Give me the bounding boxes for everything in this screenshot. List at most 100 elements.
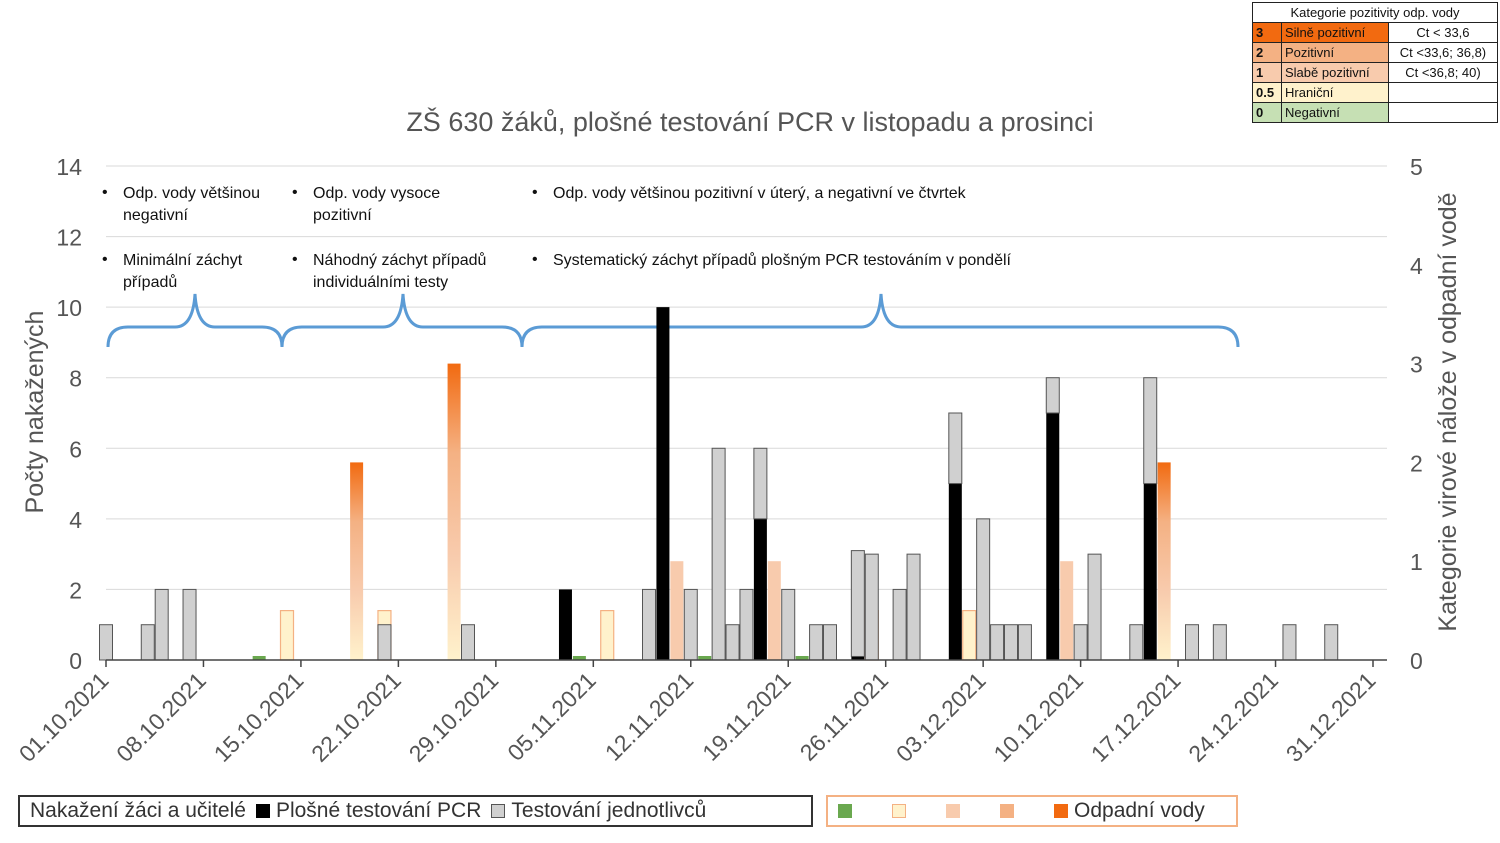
y-tick-label: 4 [69,507,82,533]
individual-bar [1143,377,1158,485]
brace-period-3 [520,293,1240,348]
y-axis-ticks: 0 2 4 6 8 10 12 14 [56,154,82,674]
individual-bar [1073,624,1088,661]
category-num: 1 [1252,62,1282,83]
category-range: Ct < 33,6 [1387,22,1499,43]
individual-bar [683,588,698,661]
category-name: Hraniční [1281,82,1389,103]
wastewater-bar [447,363,461,660]
annotation-p1-a-line1: Odp. vody většinou [123,185,260,202]
y-tick-label: 14 [56,154,82,180]
category-name: Slabě pozitivní [1281,62,1389,83]
x-tick-label: 03.12.2021 [891,667,991,767]
category-num: 2 [1252,42,1282,63]
legend-infected: Nakažení žáci a učitelé Plošné testování… [18,795,813,827]
y2-tick-label: 0 [1410,648,1423,674]
x-tick-label: 22.10.2021 [306,667,406,767]
individual-bar [823,624,837,661]
category-num: 0.5 [1252,82,1282,103]
individual-bar [906,553,921,661]
annotation-p2-a-line1: Odp. vody vysoce [313,185,440,202]
x-tick-label: 12.11.2021 [600,667,699,766]
legend-label-individual: Testování jednotlivců [511,799,707,822]
pcr-bar [656,307,670,660]
legend-label-pcr: Plošné testování PCR [275,799,482,822]
category-row: 3 Silně pozitivní Ct < 33,6 [1252,22,1499,43]
annotation-p1-b-line1: Minimální záchyt [123,252,243,269]
pcr-bar [851,656,865,660]
x-tick-label: 08.10.2021 [111,667,211,767]
bullet: • [532,184,538,201]
y-tick-label: 8 [69,366,82,392]
category-table-header-row: Kategorie pozitivity odp. vody [1252,2,1498,23]
x-tick-label: 19.11.2021 [697,667,796,766]
individual-bar [725,624,740,661]
brace-period-2 [280,293,524,348]
category-range [1387,102,1499,123]
annotation-p1-b-line2: případů [123,273,177,291]
pcr-bar [1143,483,1157,660]
y2-axis-label: Kategorie virové nálože v odpadní vodě [1434,192,1462,631]
individual-bar [140,624,155,661]
category-row: 1 Slabě pozitivní Ct <36,8; 40) [1252,62,1499,83]
individual-bar [642,588,656,661]
individual-bar [1212,624,1227,661]
individual-bar [377,624,392,661]
individual-bar [850,550,865,657]
category-row: 0 Negativní [1252,102,1499,123]
individual-bar [711,447,726,661]
annotations: • Odp. vody většinou negativní • Minimál… [102,184,1012,291]
annotation-p3-a: Odp. vody většinou pozitivní v úterý, a … [553,185,967,202]
y-tick-label: 6 [69,436,82,462]
individual-bar [976,518,991,661]
individual-bar [1324,624,1339,661]
individual-bar [781,588,796,661]
individual-bar [1045,377,1060,414]
individual-bar [892,588,907,661]
x-tick-label: 17.12.2021 [1086,667,1186,767]
y2-tick-label: 5 [1410,154,1423,180]
wastewater-bar [767,561,781,660]
category-row: 2 Pozitivní Ct <33,6; 36,8) [1252,42,1499,63]
individual-bar [182,588,197,661]
annotation-p1-a-line2: negativní [123,207,188,224]
legend-swatch-cat-05 [892,804,906,818]
wastewater-bar [350,462,364,660]
individual-bar [1087,553,1102,661]
pcr-bar [558,589,572,660]
category-table-header: Kategorie pozitivity odp. vody [1252,2,1498,23]
category-num: 3 [1252,22,1282,43]
wastewater-bar [795,656,809,660]
bullet: • [102,184,108,201]
y2-tick-label: 3 [1410,352,1423,378]
y2-tick-label: 1 [1410,549,1423,575]
category-range [1387,82,1499,103]
category-num: 0 [1252,102,1282,123]
individual-bar [154,588,169,661]
y-tick-label: 10 [56,295,82,321]
wastewater-bar [252,656,266,660]
legend-swatch-cat-2 [1000,804,1014,818]
wastewater-bar [670,561,684,660]
individual-bar [739,588,754,661]
x-tick-label: 10.12.2021 [988,667,1088,767]
individual-bar [99,624,113,661]
bullet: • [102,251,108,268]
chart-title: ZŠ 630 žáků, plošné testování PCR v list… [406,106,1093,137]
pcr-bar [948,483,962,660]
wastewater-bar [962,609,977,661]
x-axis-ticks: 01.10.202108.10.202115.10.202122.10.2021… [14,660,1381,767]
legend-swatch-cat-1 [946,804,960,818]
wastewater-bar [572,656,586,660]
individual-bar [753,447,768,520]
x-tick-label: 26.11.2021 [795,667,894,766]
individual-bar [1004,624,1018,661]
wastewater-bar [600,609,615,661]
bullet: • [532,251,538,268]
y2-tick-label: 2 [1410,450,1423,476]
x-tick-label: 15.10.2021 [209,667,309,767]
wastewater-bar [1060,561,1074,660]
y-axis-label: Počty nakažených [21,311,49,514]
gridlines [106,165,1387,590]
individual-bar [1017,624,1032,661]
